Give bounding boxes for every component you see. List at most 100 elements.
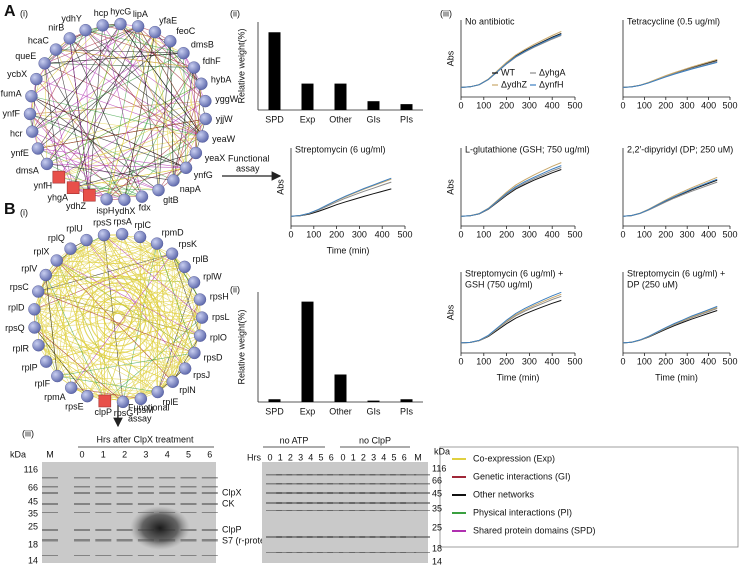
x-tick-label: 300 [522,229,537,239]
node-label: rpsS [93,218,112,228]
gel-band [369,510,386,511]
series-line [622,305,718,344]
node [193,293,207,306]
x-tick-label: Other [329,406,352,416]
x-tick-label: 300 [522,356,537,366]
x-tick-label: 300 [680,356,695,366]
edge [56,233,123,261]
band-annotation: S7 (r-protein) [222,535,275,545]
edge [73,187,125,201]
node [28,303,41,316]
gel-group: no ClpP [359,435,391,445]
x-tick-label: PIs [400,406,414,416]
x-tick-label: 400 [545,229,560,239]
edge [36,38,71,80]
node [193,329,207,342]
edge [87,266,185,397]
node [64,381,78,394]
gel-band [266,474,282,476]
edge [56,260,195,354]
gel-band [95,492,112,494]
gel-band [339,536,355,538]
edge [171,253,203,318]
gel-band [379,483,396,485]
gel-band [201,555,218,556]
x-tick-label: 500 [567,229,582,239]
gel-band [359,536,376,538]
gel-band [369,552,386,553]
node-label: hcp [94,8,109,18]
x-tick-label: 200 [658,229,673,239]
gel-band [95,512,112,513]
x-tick-label: 0 [620,229,625,239]
edge [34,327,186,369]
gel-band [159,486,176,488]
gel-band [379,536,396,538]
gel-band [327,474,344,476]
edge [70,248,203,318]
edge [171,253,173,382]
node-label: rpsQ [5,323,25,333]
x-tick-label: 100 [476,100,491,110]
gel-band [137,492,154,494]
gel-band [116,512,133,513]
gel-band [306,474,323,476]
node [178,260,191,274]
lane-label: 6 [329,452,334,462]
y-axis-label: Relative weight(%) [236,28,246,103]
gel-band [296,483,313,485]
gel-band [201,512,218,513]
y-axis-label: Abs [275,179,285,195]
node [177,46,190,60]
lane-label: M [414,452,422,462]
edge [34,234,105,310]
node-label: rpsA [113,216,132,226]
marker-label: 25 [432,522,442,532]
node [187,61,201,74]
edge [56,260,124,402]
node-label: lipA [133,9,148,19]
x-tick-label: SPD [265,406,284,416]
gel-band [306,536,323,538]
gel-group: no ATP [280,435,309,445]
node-label: yhgA [48,192,69,202]
edge [185,67,195,168]
lane-label: 6 [207,449,212,459]
edge [154,32,174,181]
node-label: rpsK [179,239,198,249]
node-label: hcaC [28,35,50,45]
edge [34,299,200,310]
gel-band [74,539,90,542]
gel-band [414,492,430,494]
edge [70,248,195,283]
gel-band [286,510,303,511]
edge [120,23,206,102]
gel-band [339,552,355,553]
edge [44,63,60,178]
node-label: yfaE [159,16,177,26]
edge [55,49,125,200]
node [32,285,45,298]
gel-band [116,492,133,494]
gel-band [95,503,112,505]
edge [193,67,197,153]
edge [38,291,124,403]
gel-band [286,502,303,504]
x-tick-label: 100 [637,356,652,366]
node-label: rplP [22,362,38,372]
x-tick-label: 300 [352,229,367,239]
edge [34,309,72,388]
edge [38,344,124,403]
gel-band [276,552,293,553]
gel-band [137,486,154,488]
gel-band [317,492,333,494]
edge [85,29,184,54]
edge [124,41,171,200]
node [196,130,209,143]
marker-label: 18 [28,539,38,549]
edge [34,327,173,383]
gel-band [116,486,133,488]
node [39,268,53,282]
edge [70,248,185,268]
node [26,125,39,138]
